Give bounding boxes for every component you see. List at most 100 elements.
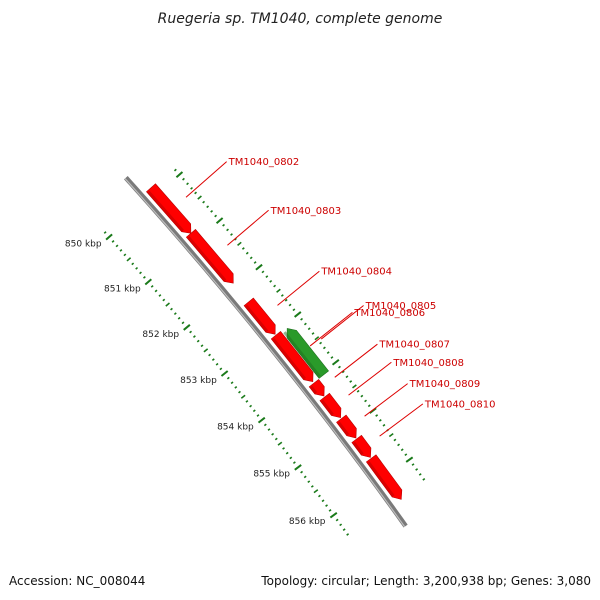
tick-label-854: 854 kbp xyxy=(217,422,254,432)
map-title: Ruegeria sp. TM1040, complete genome xyxy=(158,11,443,27)
minor-tick-outer-852.1 xyxy=(261,270,265,274)
minor-tick-outer-850.7 xyxy=(206,205,210,209)
major-tick-inner-856 xyxy=(329,512,338,519)
minor-tick-outer-854.3 xyxy=(345,375,349,379)
gene-TM1040_0807[interactable] xyxy=(308,379,325,397)
gene-label-TM1040_0802[interactable]: TM1040_0802 xyxy=(228,157,300,168)
gene-label-TM1040_0806[interactable]: TM1040_0806 xyxy=(353,308,425,319)
label-line-TM1040_0803 xyxy=(227,209,269,246)
minor-tick-outer-849.9 xyxy=(173,168,177,172)
minor-tick-outer-851.1 xyxy=(222,223,225,227)
gene-shade-TM1040_0808 xyxy=(320,399,334,416)
minor-tick-inner-855.1 xyxy=(300,470,304,474)
gene-TM1040_0803[interactable] xyxy=(185,228,234,284)
minor-tick-inner-854.1 xyxy=(263,423,267,427)
minor-tick-outer-852.8 xyxy=(288,303,292,307)
minor-tick-inner-853.6 xyxy=(245,400,249,403)
gene-TM1040_0802[interactable] xyxy=(146,183,192,234)
minor-tick-outer-852.4 xyxy=(273,284,277,288)
minor-tick-outer-850.4 xyxy=(194,191,198,195)
minor-tick-inner-850.4 xyxy=(123,253,127,257)
gene-TM1040_0806[interactable] xyxy=(270,330,314,383)
minor-tick-outer-850.1 xyxy=(182,177,185,181)
gene-TM1040_0809[interactable] xyxy=(336,414,357,439)
minor-tick-inner-850.3 xyxy=(119,248,123,252)
minor-tick-inner-855.3 xyxy=(307,480,311,484)
gene-TM1040_0808[interactable] xyxy=(319,392,342,419)
minor-tick-inner-855.4 xyxy=(310,485,314,488)
major-tick-outer-854 xyxy=(331,359,340,366)
gene-TM1040_0811[interactable] xyxy=(365,454,403,500)
minor-tick-outer-855.7 xyxy=(397,443,400,447)
gene-TM1040_0804[interactable] xyxy=(243,297,276,335)
major-tick-inner-851 xyxy=(144,278,152,286)
label-line-TM1040_0806 xyxy=(309,311,353,347)
minor-tick-outer-854.7 xyxy=(360,394,364,398)
gene-shade-TM1040_0803 xyxy=(187,236,227,282)
minor-tick-inner-852.1 xyxy=(189,330,193,334)
minor-tick-outer-853.6 xyxy=(319,341,323,345)
label-line-TM1040_0807 xyxy=(334,343,378,378)
tick-label-856: 856 kbp xyxy=(289,517,326,527)
gene-shade-TM1040_0805 xyxy=(283,331,321,378)
gene-label-TM1040_0807[interactable]: TM1040_0807 xyxy=(378,340,450,351)
gene-shade-TM1040_0809 xyxy=(337,421,350,436)
minor-tick-outer-855.6 xyxy=(393,438,397,442)
minor-tick-outer-852.7 xyxy=(284,298,288,302)
minor-tick-inner-851.6 xyxy=(170,307,173,311)
minor-tick-inner-850.9 xyxy=(142,275,146,279)
tick-label-850: 850 kbp xyxy=(65,240,102,250)
gene-label-TM1040_0809[interactable]: TM1040_0809 xyxy=(409,379,481,390)
minor-tick-inner-855.7 xyxy=(321,499,325,503)
minor-tick-inner-853.9 xyxy=(256,414,260,417)
minor-tick-inner-850.2 xyxy=(115,244,119,248)
backbone-highlight xyxy=(124,178,406,528)
label-line-TM1040_0805 xyxy=(320,305,364,340)
minor-tick-outer-856.3 xyxy=(418,473,422,476)
minor-tick-inner-851.2 xyxy=(154,289,158,293)
minor-tick-inner-855.5 xyxy=(313,489,319,494)
minor-tick-inner-856.3 xyxy=(342,528,346,531)
tick-label-851: 851 kbp xyxy=(104,284,141,294)
minor-tick-outer-852.3 xyxy=(269,279,273,283)
gene-label-TM1040_0804[interactable]: TM1040_0804 xyxy=(320,267,392,278)
major-tick-inner-853 xyxy=(220,370,229,377)
minor-tick-outer-854.4 xyxy=(349,380,353,383)
gene-label-TM1040_0803[interactable]: TM1040_0803 xyxy=(270,206,342,217)
major-tick-outer-853 xyxy=(294,311,302,318)
minor-tick-outer-853.9 xyxy=(330,356,334,359)
minor-tick-inner-856.2 xyxy=(339,523,343,527)
minor-tick-inner-854.6 xyxy=(282,447,285,450)
minor-tick-outer-851.4 xyxy=(234,237,237,241)
tick-label-855: 855 kbp xyxy=(253,469,290,479)
minor-tick-inner-850.7 xyxy=(135,266,139,270)
gene-label-TM1040_0805[interactable]: TM1040_0805 xyxy=(365,301,437,312)
minor-tick-outer-851.8 xyxy=(249,256,253,260)
gene-TM1040_0810[interactable] xyxy=(351,434,372,458)
minor-tick-inner-855.9 xyxy=(328,509,332,512)
accession-text: Accession: NC_008044 xyxy=(9,574,146,588)
minor-tick-outer-854.6 xyxy=(356,389,360,393)
minor-tick-inner-854.4 xyxy=(274,437,278,441)
minor-tick-outer-853.8 xyxy=(326,351,330,355)
minor-tick-inner-853.8 xyxy=(252,409,256,413)
minor-tick-inner-852.3 xyxy=(196,339,200,343)
minor-tick-inner-856.4 xyxy=(346,533,350,536)
minor-tick-inner-850.8 xyxy=(139,271,142,275)
minor-tick-outer-855.5 xyxy=(388,432,394,438)
minor-tick-outer-851.9 xyxy=(253,261,257,264)
minor-tick-outer-851.3 xyxy=(230,233,233,236)
tick-layer: 850 kbp 851 kbp 852 kbp 853 kbp 854 kbp 855 k… xyxy=(65,168,426,536)
major-tick-inner-854 xyxy=(257,416,266,424)
gene-shade-TM1040_0802 xyxy=(147,190,184,232)
tick-label-853: 853 kbp xyxy=(180,376,217,386)
minor-tick-outer-853.2 xyxy=(303,322,307,326)
minor-tick-inner-855.8 xyxy=(325,504,328,507)
minor-tick-inner-851.1 xyxy=(150,285,154,288)
gene-label-TM1040_0810[interactable]: TM1040_0810 xyxy=(424,399,496,410)
gene-shade-TM1040_0807 xyxy=(309,385,318,394)
gene-label-TM1040_0808[interactable]: TM1040_0808 xyxy=(392,358,464,369)
backbone-layer xyxy=(124,176,408,528)
minor-tick-outer-851.5 xyxy=(237,241,242,247)
minor-tick-inner-849.9 xyxy=(103,231,107,234)
